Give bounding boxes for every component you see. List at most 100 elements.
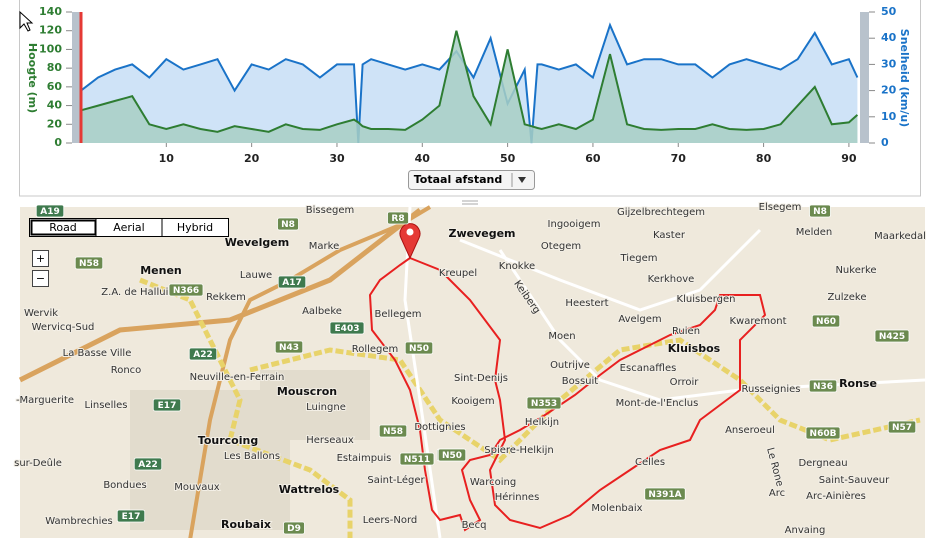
road-sign-label: N60 xyxy=(816,317,836,327)
road-sign xyxy=(811,314,841,328)
highway xyxy=(18,208,422,383)
road-sign-label: D9 xyxy=(287,524,301,534)
place-label: Saint-Sauveur xyxy=(819,475,890,486)
road-sign-label: A22 xyxy=(138,460,158,470)
select-arrow[interactable] xyxy=(518,177,526,183)
road-sign-label: N43 xyxy=(279,343,299,353)
map-type-button[interactable]: Road xyxy=(49,221,77,234)
x-tick-label: 10 xyxy=(159,152,175,165)
road-sign xyxy=(378,424,408,438)
place-label: Orroir xyxy=(670,377,700,388)
place-label: Kaster xyxy=(653,230,686,241)
y-tick-label: 140 xyxy=(39,5,62,18)
road-sign-label: N58 xyxy=(383,427,403,437)
road-sign xyxy=(283,521,305,535)
place-label: Nukerke xyxy=(835,265,876,276)
y2-tick-label: 50 xyxy=(881,5,897,18)
road xyxy=(459,228,762,312)
place-label: Lauwe xyxy=(240,270,272,281)
road-sign xyxy=(35,204,65,218)
place-label: Bissegem xyxy=(306,205,354,216)
place-label: Luingne xyxy=(306,402,346,413)
chart xyxy=(80,22,859,144)
place-label: Gijzelbrechtegem xyxy=(617,207,705,218)
road-sign-label: N391A xyxy=(648,490,681,500)
place-label: Outrijve xyxy=(550,360,590,371)
place-label: Kluisbergen xyxy=(677,294,736,305)
map-type-button[interactable]: Aerial xyxy=(113,221,144,234)
place-label: Warcoing xyxy=(470,477,516,488)
distance-select[interactable]: Totaal afstand xyxy=(408,170,535,190)
place-label: Sint-Denijs xyxy=(454,373,508,384)
place-label: Aalbeke xyxy=(302,306,342,317)
y-tick-label: 100 xyxy=(39,42,62,55)
place-label: Hérinnes xyxy=(495,491,540,503)
select-text[interactable]: Totaal afstand xyxy=(414,173,502,186)
place-label: Wattrelos xyxy=(279,483,340,496)
place-label: Kluisbos xyxy=(668,342,721,355)
y2-axis-label: Snelheid (km/u) xyxy=(898,29,911,127)
road-sign xyxy=(387,211,409,225)
road-sign-label: N57 xyxy=(892,423,912,433)
road-sign-label: A17 xyxy=(282,278,302,288)
road-sign-label: E403 xyxy=(335,324,360,334)
road-sign-label: E17 xyxy=(122,512,141,522)
right-strip xyxy=(860,12,869,143)
road-sign xyxy=(526,396,562,410)
road-sign xyxy=(809,204,831,218)
border-road xyxy=(249,337,921,464)
road-sign-label: N366 xyxy=(173,286,199,296)
y-tick-label: 80 xyxy=(47,61,63,74)
place-label: Knokke xyxy=(499,261,535,272)
place-label: Tourcoing xyxy=(198,434,258,447)
x-tick-label: 80 xyxy=(756,152,772,165)
place-label: Arc-Ainières xyxy=(806,490,866,502)
road-sign-label: N353 xyxy=(531,399,557,409)
place-label: Molenbaix xyxy=(591,503,642,514)
place-label: Wevelgem xyxy=(225,236,289,249)
place-label: Linselles xyxy=(85,400,128,411)
road-sign xyxy=(152,398,182,412)
y-axis-label: Hoogte (m) xyxy=(26,43,39,113)
y-tick-label: 0 xyxy=(54,136,62,149)
y2-tick-label: 10 xyxy=(881,110,897,123)
place-label: Dergneau xyxy=(798,458,847,469)
road-sign-label: R8 xyxy=(391,214,404,224)
place-label: Neuville-en-Ferrain xyxy=(190,372,285,383)
x-tick-label: 70 xyxy=(671,152,687,165)
zoom-out[interactable] xyxy=(32,270,49,287)
zoom-in-label[interactable]: + xyxy=(36,252,45,265)
place-label: Bossuit xyxy=(562,376,599,387)
road-sign xyxy=(74,256,104,270)
road-sign xyxy=(404,341,434,355)
place-label: Mouvaux xyxy=(174,482,219,493)
place-label: Moen xyxy=(548,331,575,342)
place-label: -Marguerite xyxy=(16,395,74,406)
x-tick-label: 60 xyxy=(585,152,601,165)
road-sign-label: N425 xyxy=(879,332,905,342)
place-label: Zwevegem xyxy=(448,227,515,240)
mouse-cursor xyxy=(19,10,34,32)
y2-tick-label: 0 xyxy=(881,136,889,149)
start-marker[interactable] xyxy=(399,223,421,260)
place-label: Ronse xyxy=(839,377,877,390)
place-label: Russeignies xyxy=(741,384,800,395)
left-strip xyxy=(72,12,81,143)
place-label: Roubaix xyxy=(221,518,271,531)
road-sign-label: N58 xyxy=(79,259,99,269)
zoom-out-label[interactable]: − xyxy=(36,272,45,285)
marker-dot xyxy=(406,228,414,236)
zoom-in[interactable] xyxy=(32,250,49,267)
road-sign-label: N511 xyxy=(404,455,430,465)
map[interactable]: Bissegem Zwevegem Gijzelbrechtegem Elsegem W… xyxy=(13,201,927,538)
place-label: Anseroeul xyxy=(725,425,775,436)
road-sign xyxy=(437,448,467,462)
select-box[interactable] xyxy=(408,170,535,190)
place-label: Z.A. de Halluin xyxy=(101,287,174,298)
place-label: Wambrechies xyxy=(45,516,113,527)
place-label: Les Ballons xyxy=(224,451,280,462)
place-label: Rollegem xyxy=(352,344,399,355)
map-type-button[interactable]: Hybrid xyxy=(177,221,213,234)
road-sign-label: N50 xyxy=(409,344,429,354)
